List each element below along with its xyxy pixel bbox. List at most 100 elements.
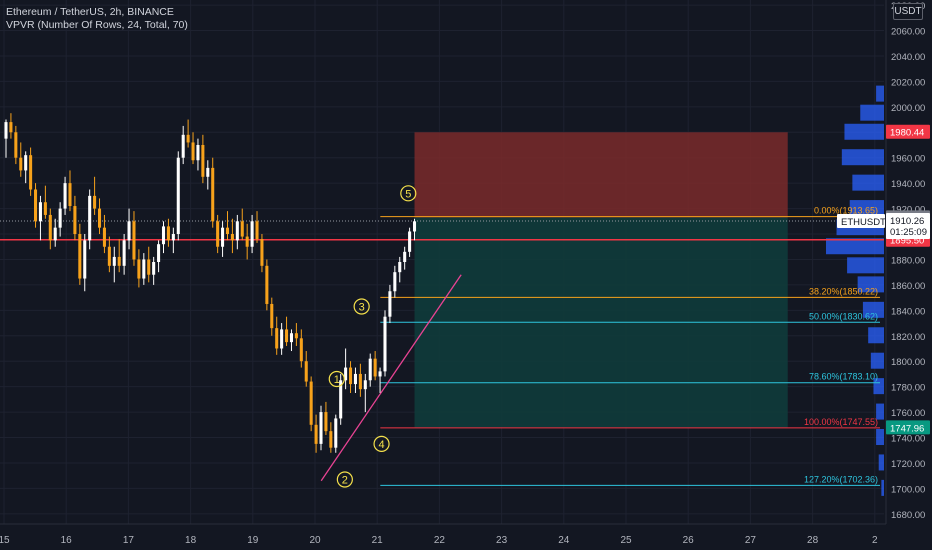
time-tick-label: 23 bbox=[496, 535, 508, 546]
candle-body bbox=[378, 371, 382, 377]
candle-body bbox=[93, 195, 97, 209]
vpvr-bar bbox=[876, 403, 884, 420]
candle-body bbox=[294, 333, 298, 339]
time-tick-label: 18 bbox=[185, 535, 197, 546]
candle-body bbox=[73, 206, 77, 235]
elliott-wave-label: 2 bbox=[342, 474, 348, 486]
candle-body bbox=[216, 221, 220, 247]
elliott-wave-marker[interactable] bbox=[400, 185, 417, 202]
price-axis[interactable]: 1680.00 1700.00 1720.00 1740.00 1760.00 1780.… bbox=[885, 0, 932, 550]
candle-body bbox=[398, 262, 402, 273]
candle-body bbox=[68, 183, 72, 207]
candle-body bbox=[63, 183, 67, 209]
candle-body bbox=[112, 256, 116, 266]
vpvr-bar bbox=[868, 327, 884, 344]
currency-label[interactable]: USDT bbox=[893, 3, 923, 20]
vpvr-bar bbox=[826, 238, 884, 255]
candle-body bbox=[250, 221, 254, 247]
horizontal-levels[interactable] bbox=[0, 216, 884, 486]
price-tag-label: 1747.96 bbox=[890, 423, 924, 434]
fib-level-label: 50.00%(1830.62) bbox=[809, 311, 878, 321]
elliott-wave-marker[interactable] bbox=[328, 370, 345, 388]
price-tick-label: 1760.00 bbox=[891, 408, 925, 419]
candle-body bbox=[201, 144, 205, 177]
volume-profile bbox=[826, 85, 884, 496]
price-tick-label: 1960.00 bbox=[891, 154, 925, 165]
candle-body bbox=[324, 412, 328, 432]
candle-body bbox=[181, 134, 185, 158]
time-tick-label: 16 bbox=[61, 535, 73, 546]
price-tick-label: 1700.00 bbox=[891, 484, 925, 495]
elliott-wave-label: 3 bbox=[359, 302, 365, 314]
chart-drawings[interactable]: 1 2 3 4 5 bbox=[320, 185, 462, 488]
candle-body bbox=[147, 259, 151, 275]
candle-body bbox=[260, 239, 264, 266]
candle-body bbox=[221, 227, 225, 247]
candle-body bbox=[38, 202, 42, 222]
price-axis-bg bbox=[886, 0, 932, 550]
candle-body bbox=[53, 227, 57, 241]
time-tick-label: 20 bbox=[309, 535, 321, 546]
candle-body bbox=[373, 358, 377, 377]
vpvr-bar bbox=[870, 352, 884, 369]
time-tick-label: 25 bbox=[620, 535, 632, 546]
time-tick-label: 15 bbox=[0, 535, 10, 546]
candle-body bbox=[127, 221, 131, 241]
price-tick-label: 1820.00 bbox=[891, 332, 925, 343]
price-tag-label: 1980.44 bbox=[890, 128, 924, 139]
candle-body bbox=[280, 329, 284, 349]
candle-body bbox=[334, 418, 338, 448]
candle-body bbox=[171, 234, 175, 241]
vpvr-bar bbox=[852, 174, 884, 191]
elliott-wave-label: 4 bbox=[378, 439, 384, 451]
candle-body bbox=[196, 144, 200, 161]
stop-loss-zone[interactable] bbox=[414, 132, 788, 218]
candle-body bbox=[43, 202, 47, 215]
candle-body bbox=[344, 367, 348, 381]
symbol-title[interactable]: Ethereum / TetherUS, 2h, BINANCE bbox=[6, 6, 174, 18]
price-tick-label: 1940.00 bbox=[891, 179, 925, 190]
candle-body bbox=[408, 231, 412, 252]
price-tag-label: 1895.50 bbox=[890, 236, 924, 247]
fib-level-labels: 0.00%(1913.65) 38.20%(1850.22) 50.00%(1830… bbox=[804, 206, 878, 485]
time-tick-label: 19 bbox=[247, 535, 259, 546]
fib-level-label: 78.60%(1783.10) bbox=[809, 372, 878, 382]
time-tick-label: 2 bbox=[872, 535, 878, 546]
time-tick-label: 21 bbox=[372, 535, 384, 546]
vpvr-bar bbox=[849, 200, 884, 217]
price-tick-label: 1720.00 bbox=[891, 459, 925, 470]
candle-body bbox=[211, 167, 215, 222]
price-tick-label: 1840.00 bbox=[891, 306, 925, 317]
candle-body bbox=[102, 227, 106, 247]
chart-legend: Ethereum / TetherUS, 2h, BINANCE VPVR (N… bbox=[6, 6, 188, 32]
price-tick-label: 2060.00 bbox=[891, 27, 925, 38]
candle-body bbox=[289, 333, 293, 343]
candle-body bbox=[265, 265, 269, 304]
candle-body bbox=[206, 167, 210, 177]
elliott-wave-marker[interactable] bbox=[373, 435, 390, 452]
price-tick-label: 1880.00 bbox=[891, 255, 925, 266]
trend-line[interactable] bbox=[320, 274, 462, 482]
candle-body bbox=[186, 134, 190, 143]
candle-body bbox=[19, 157, 23, 171]
candle-body bbox=[88, 195, 92, 241]
vpvr-bar bbox=[878, 454, 884, 471]
time-axis[interactable]: 15 16 17 18 19 20 21 22 23 24 25 26 27 28 2 bbox=[0, 523, 932, 550]
vpvr-bar bbox=[881, 479, 884, 496]
candle-body bbox=[9, 122, 13, 133]
candle-body bbox=[314, 424, 318, 444]
price-tick-label: 2000.00 bbox=[891, 103, 925, 114]
indicator-title[interactable]: VPVR (Number Of Rows, 24, Total, 70) bbox=[6, 19, 188, 31]
vpvr-bar bbox=[876, 85, 884, 102]
time-tick-label: 17 bbox=[123, 535, 135, 546]
elliott-wave-marker[interactable] bbox=[336, 471, 353, 488]
elliott-wave-marker[interactable] bbox=[353, 298, 370, 315]
candle-body bbox=[107, 246, 111, 266]
candle-body bbox=[142, 259, 146, 279]
candle-body bbox=[78, 234, 82, 279]
elliott-wave-label: 5 bbox=[405, 188, 411, 200]
price-tick-label: 1780.00 bbox=[891, 383, 925, 394]
candle-body bbox=[24, 155, 28, 171]
candle-body bbox=[299, 338, 303, 362]
